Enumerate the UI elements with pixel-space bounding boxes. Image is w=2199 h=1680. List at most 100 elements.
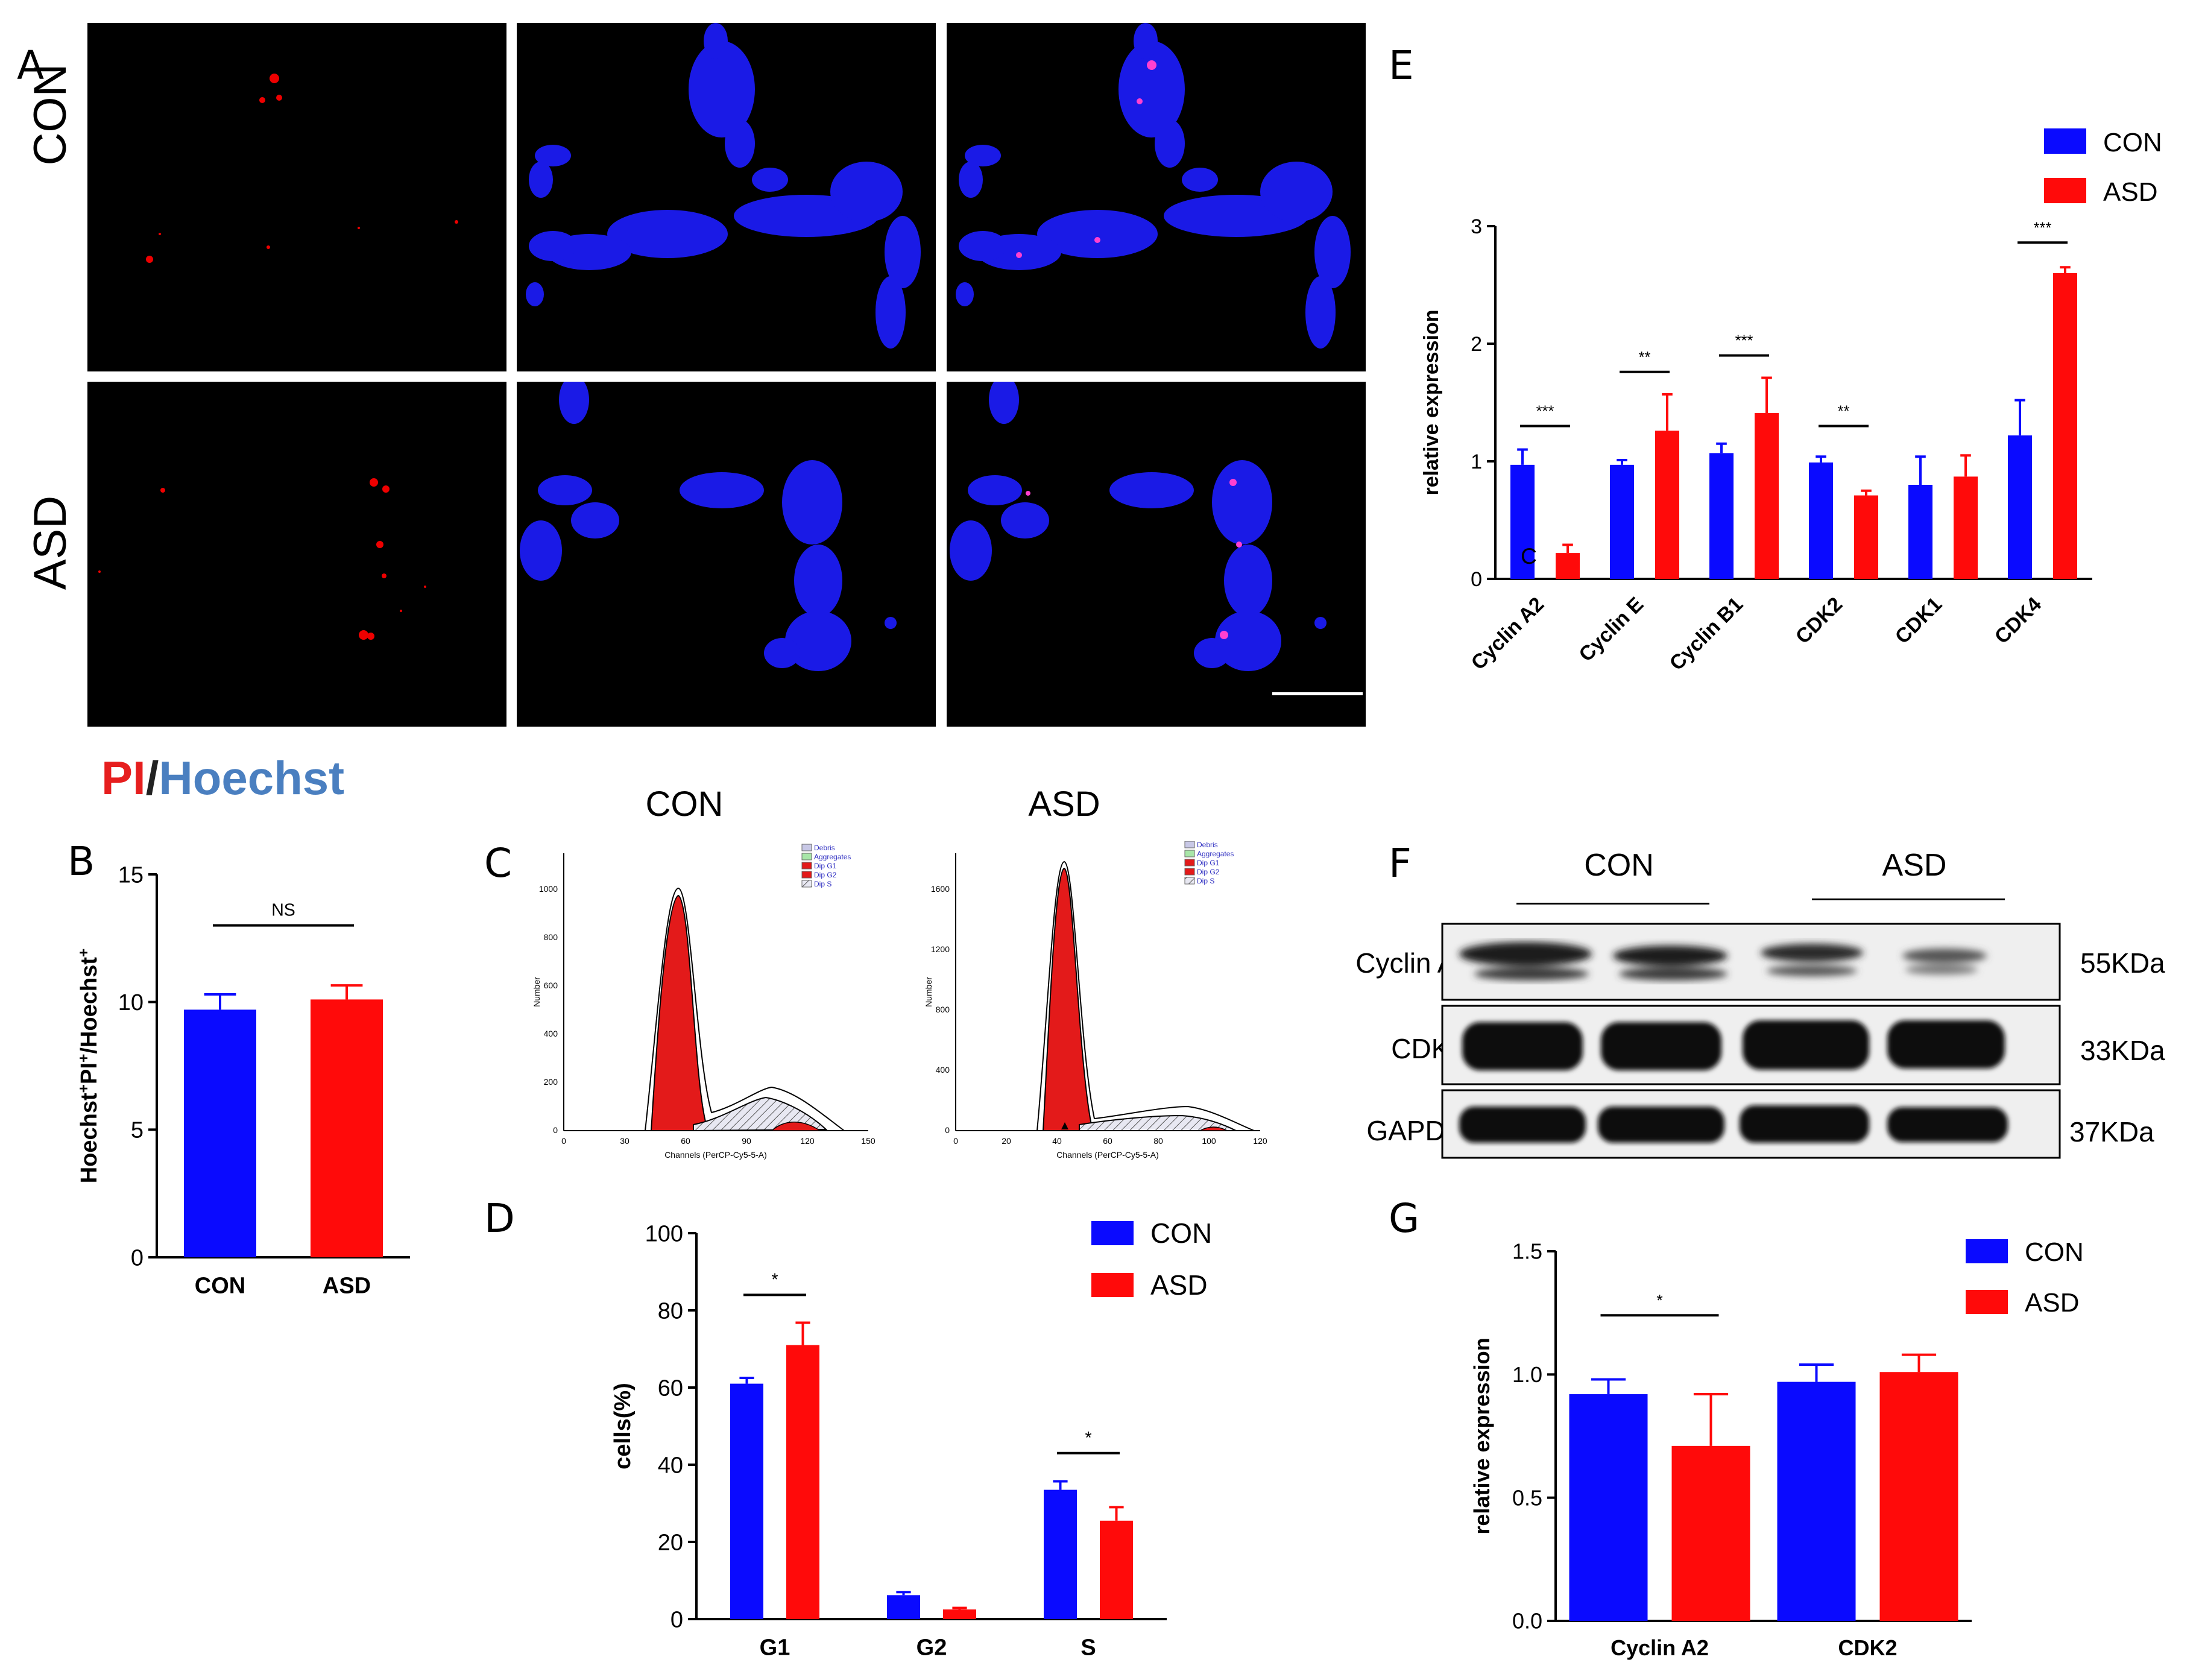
micrograph-con-merge (947, 23, 1366, 371)
x-tick-label: CON (195, 1273, 245, 1298)
x-tick-label: Cyclin A2 (1611, 1635, 1709, 1660)
flow-con-fit-curve (645, 887, 845, 1131)
legend-dip-g2: Dip G2 (814, 871, 837, 879)
blot-size-gapdh: 37KDa (2069, 1116, 2154, 1148)
y-axis-label-part: /Hoechst (77, 957, 102, 1054)
legend-swatch-g1 (1184, 859, 1195, 867)
bar (1777, 1382, 1856, 1621)
blot-group-asd: ASD (1882, 848, 1947, 883)
flow-con-xtick: 120 (800, 1136, 815, 1146)
y-axis-label-part: + (76, 1054, 92, 1063)
legend-label: CON (2103, 128, 2162, 157)
y-axis-label-part: + (76, 1084, 92, 1093)
x-tick-label: S (1081, 1635, 1096, 1660)
flow-asd-ytick: 1600 (931, 884, 950, 894)
blot-label-gapdh: GAPDH (1366, 1115, 1465, 1146)
chart-e: 0 1 2 3 relative expression Cyclin A2 Cyclin E… (1420, 128, 2162, 675)
bar (1671, 1445, 1750, 1621)
flow-asd-ytick: 1200 (931, 944, 950, 954)
bar (2053, 273, 2077, 579)
y-axis-label-part: + (76, 949, 92, 957)
bar (1100, 1520, 1133, 1619)
panel-letter-g: G (1389, 1195, 1420, 1242)
significance-label: *** (2034, 219, 2052, 236)
bar (1556, 553, 1580, 579)
y-tick-label: 40 (658, 1453, 683, 1478)
y-tick-label: 3 (1471, 215, 1482, 238)
flow-con-xticks: 0 30 60 90 120 150 (561, 1136, 875, 1146)
bar (786, 1345, 819, 1619)
flow-asd-xtick: 100 (1202, 1136, 1216, 1146)
blot-size-cyclin-a2: 55KDa (2080, 947, 2165, 979)
x-tick-label: ASD (323, 1273, 371, 1298)
bar (1655, 431, 1679, 579)
bar (887, 1595, 920, 1619)
x-tick-label: CDK4 (1990, 593, 2046, 648)
flow-title-asd: ASD (1028, 785, 1100, 824)
y-tick-label: 5 (131, 1118, 144, 1143)
blot-group-con-line (1516, 903, 1709, 905)
flow-con-ytick: 800 (544, 932, 558, 942)
legend-label: ASD (1150, 1269, 1208, 1301)
y-tick-label: 10 (118, 990, 144, 1015)
flow-con-xtick: 60 (681, 1136, 690, 1146)
bar (943, 1609, 976, 1619)
flow-con-xtick: 150 (861, 1136, 875, 1146)
y-tick-label: 15 (118, 862, 144, 888)
blot-group-con: CON (1584, 848, 1654, 883)
stain-hoechst-label: Hoechst (159, 751, 345, 804)
significance-label: *** (1735, 333, 1753, 350)
micrograph-asd-hoechst (517, 376, 936, 727)
bar (1709, 453, 1734, 579)
flow-asd-xtick: 0 (953, 1136, 958, 1146)
flow-asd-g2-peak (1199, 1126, 1228, 1131)
bar (184, 1009, 256, 1257)
micrograph-asd-pi (87, 382, 506, 727)
micrograph-asd-merge (947, 376, 1366, 727)
y-axis-label-part: PI (77, 1063, 102, 1084)
flow-asd-xtick: 60 (1103, 1136, 1112, 1146)
legend-debris: Debris (1197, 841, 1218, 849)
bar (1755, 413, 1779, 579)
flow-asd-xtick: 20 (1002, 1136, 1011, 1146)
panel-letter-a: A (17, 42, 45, 89)
stain-legend: PI/Hoechst (101, 751, 344, 806)
legend-swatch-g2 (1184, 868, 1195, 876)
legend-swatch (1966, 1239, 2008, 1263)
flow-asd-yticks: 0 400 800 1200 1600 (931, 884, 950, 1135)
panel-letter-e: E (1389, 42, 1414, 89)
bar (311, 999, 383, 1257)
y-axis-label: relative expression (1420, 309, 1443, 495)
y-tick-label: 1.0 (1512, 1362, 1542, 1387)
flow-asd-ytick: 800 (936, 1005, 950, 1014)
bar (1510, 464, 1535, 579)
legend-label: ASD (2025, 1288, 2079, 1318)
micrograph-con-hoechst (517, 23, 936, 371)
flow-asd-ylabel: Number (924, 977, 933, 1007)
y-tick-label: 1.5 (1512, 1239, 1542, 1264)
y-tick-label: 60 (658, 1375, 683, 1401)
flow-con-legend: Debris Aggregates Dip G1 Dip G2 Dip S (801, 844, 851, 888)
legend-dip-g1: Dip G1 (1197, 859, 1220, 867)
bar (1908, 485, 1932, 579)
row-label-asd: ASD (25, 495, 76, 590)
y-axis-label: Hoechst+PI+/Hoechst+ (76, 949, 103, 1184)
legend-swatch-s (801, 880, 812, 888)
y-axis-label: cells(%) (610, 1383, 636, 1470)
x-tick-label: G2 (917, 1635, 947, 1660)
flow-histogram-con: 0 200 400 600 800 1000 0 30 60 90 120 15… (532, 844, 875, 1160)
bar (1044, 1489, 1077, 1619)
legend-dip-s: Dip S (1197, 877, 1214, 885)
legend-debris: Debris (814, 844, 835, 852)
legend-swatch (2044, 128, 2086, 154)
flow-con-ytick: 200 (544, 1077, 558, 1087)
flow-con-xlabel: Channels (PerCP-Cy5-5-A) (664, 1150, 767, 1160)
legend-swatch (1966, 1290, 2008, 1314)
legend-label: ASD (2103, 177, 2157, 207)
stray-mark: C (1521, 543, 1537, 569)
significance-label: * (1656, 1291, 1663, 1309)
significance-label: * (771, 1270, 778, 1289)
legend-swatch (1091, 1273, 1134, 1297)
legend-dip-g2: Dip G2 (1197, 868, 1220, 876)
flow-con-yticks: 0 200 400 600 800 1000 (539, 884, 558, 1135)
